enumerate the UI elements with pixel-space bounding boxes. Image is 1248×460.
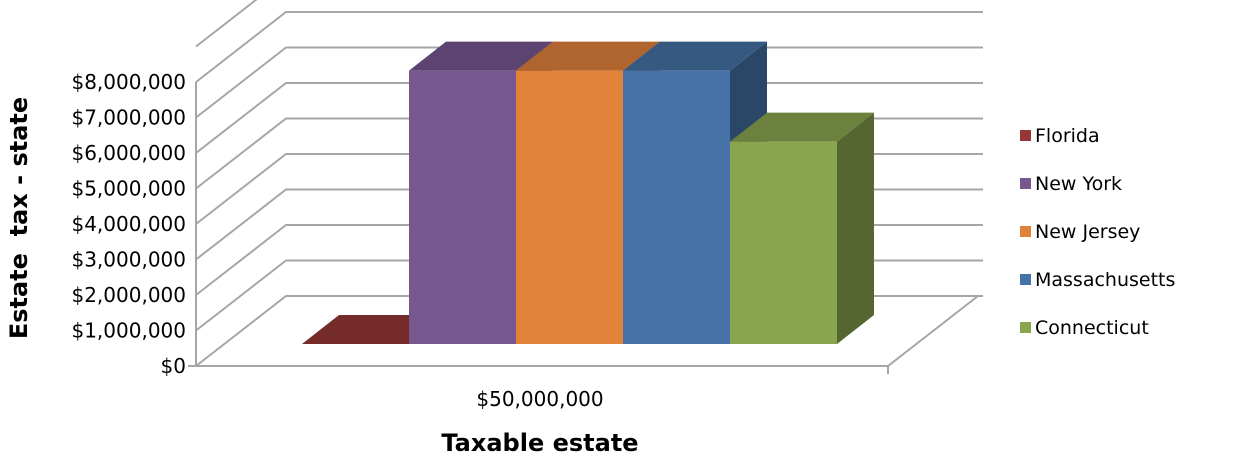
gridline (195, 0, 258, 48)
floor-edge (887, 295, 979, 367)
legend-item-massachusetts: Massachusetts (1020, 269, 1175, 291)
x-axis-title: Taxable estate (441, 429, 638, 457)
y-tick-label: $5,000,000 (71, 177, 186, 201)
gridline (195, 11, 983, 83)
y-tick-label: $4,000,000 (71, 212, 186, 236)
legend-swatch (1020, 226, 1031, 237)
y-tick-label: $2,000,000 (71, 283, 186, 307)
legend-item-new-jersey: New Jersey (1020, 221, 1140, 243)
bar-front (409, 70, 516, 345)
legend-swatch (1020, 274, 1031, 285)
legend-label: Connecticut (1035, 317, 1149, 339)
legend-label: Florida (1035, 125, 1100, 147)
y-axis-ticks: $0 $1,000,000 $2,000,000 $3,000,000 $4,000,0… (71, 70, 186, 378)
bar-top (623, 41, 767, 71)
legend-label: New York (1035, 173, 1122, 195)
legend-label: New Jersey (1035, 221, 1140, 243)
bar-connecticut (730, 112, 874, 345)
legend-item-connecticut: Connecticut (1020, 317, 1149, 339)
legend-item-florida: Florida (1020, 125, 1100, 147)
legend-label: Massachusetts (1035, 269, 1175, 291)
y-tick-label: $3,000,000 (71, 248, 186, 272)
bars (302, 41, 874, 345)
y-tick-label: $0 (161, 354, 186, 378)
legend-swatch (1020, 322, 1031, 333)
y-tick-label: $8,000,000 (71, 70, 186, 94)
legend-swatch (1020, 130, 1031, 141)
legend: Florida New York New Jersey Massachusetts Co… (1020, 125, 1175, 339)
bar-front (623, 70, 730, 345)
legend-item-new-york: New York (1020, 173, 1122, 195)
y-axis-title: Estate tax - state (5, 97, 33, 339)
x-tick-label: $50,000,000 (476, 387, 603, 411)
y-tick-label: $6,000,000 (71, 141, 186, 165)
legend-swatch (1020, 178, 1031, 189)
y-tick-label: $1,000,000 (71, 319, 186, 343)
bar-top (730, 112, 874, 142)
y-tick-label: $7,000,000 (71, 106, 186, 130)
bar-front (730, 141, 837, 344)
bar-front (516, 70, 623, 345)
bar-side (837, 112, 874, 345)
bar-top (409, 41, 553, 71)
bar-top (516, 41, 660, 71)
